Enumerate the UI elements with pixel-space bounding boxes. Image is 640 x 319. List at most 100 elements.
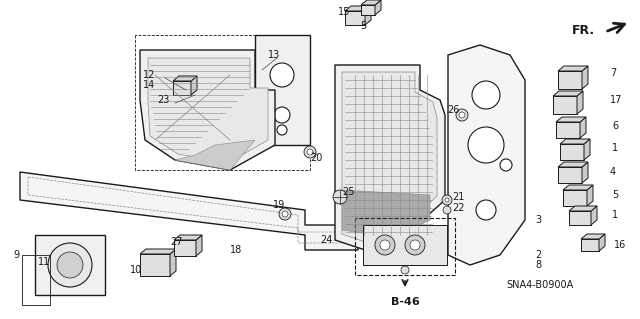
Text: 1: 1 bbox=[612, 210, 618, 220]
Polygon shape bbox=[342, 72, 437, 243]
Circle shape bbox=[500, 159, 512, 171]
Text: 1: 1 bbox=[612, 143, 618, 153]
Circle shape bbox=[375, 235, 395, 255]
Circle shape bbox=[282, 211, 288, 217]
Circle shape bbox=[304, 146, 316, 158]
Polygon shape bbox=[558, 162, 588, 167]
Text: 17: 17 bbox=[610, 95, 622, 105]
Circle shape bbox=[443, 206, 451, 214]
Text: 26: 26 bbox=[447, 105, 460, 115]
Polygon shape bbox=[563, 190, 587, 206]
Polygon shape bbox=[558, 66, 588, 71]
Circle shape bbox=[57, 252, 83, 278]
Polygon shape bbox=[173, 81, 191, 95]
Circle shape bbox=[459, 112, 465, 118]
Polygon shape bbox=[140, 249, 176, 254]
Text: 2: 2 bbox=[535, 250, 541, 260]
Circle shape bbox=[48, 243, 92, 287]
Polygon shape bbox=[375, 0, 381, 15]
Polygon shape bbox=[175, 140, 255, 170]
Text: 12: 12 bbox=[143, 70, 155, 80]
Polygon shape bbox=[170, 249, 176, 276]
Polygon shape bbox=[558, 71, 582, 89]
Polygon shape bbox=[345, 11, 365, 25]
Text: 19: 19 bbox=[273, 200, 285, 210]
Text: B-46: B-46 bbox=[390, 297, 419, 307]
Circle shape bbox=[445, 198, 449, 202]
Polygon shape bbox=[35, 235, 105, 295]
Circle shape bbox=[472, 81, 500, 109]
Text: 14: 14 bbox=[143, 80, 155, 90]
Polygon shape bbox=[342, 190, 430, 238]
Text: 22: 22 bbox=[452, 203, 465, 213]
Polygon shape bbox=[191, 76, 197, 95]
Polygon shape bbox=[581, 239, 599, 251]
Polygon shape bbox=[553, 96, 577, 114]
Circle shape bbox=[401, 266, 409, 274]
Polygon shape bbox=[580, 117, 586, 138]
Polygon shape bbox=[582, 162, 588, 183]
Text: 27: 27 bbox=[170, 237, 182, 247]
Polygon shape bbox=[584, 139, 590, 160]
Text: 11: 11 bbox=[38, 257, 51, 267]
Text: 23: 23 bbox=[157, 95, 170, 105]
Polygon shape bbox=[140, 50, 275, 170]
Polygon shape bbox=[363, 225, 447, 265]
Polygon shape bbox=[335, 65, 445, 250]
Text: 3: 3 bbox=[535, 215, 541, 225]
Polygon shape bbox=[361, 0, 381, 5]
Text: 20: 20 bbox=[310, 153, 323, 163]
Polygon shape bbox=[560, 139, 590, 144]
Polygon shape bbox=[599, 234, 605, 251]
Text: 18: 18 bbox=[230, 245, 243, 255]
Polygon shape bbox=[173, 76, 197, 81]
Text: 5: 5 bbox=[360, 21, 366, 31]
Text: 7: 7 bbox=[610, 68, 616, 78]
Text: 9: 9 bbox=[14, 250, 20, 260]
Polygon shape bbox=[582, 66, 588, 89]
Circle shape bbox=[410, 240, 420, 250]
Circle shape bbox=[280, 209, 290, 219]
Circle shape bbox=[307, 149, 313, 155]
Text: 24: 24 bbox=[320, 235, 332, 245]
Polygon shape bbox=[560, 144, 584, 160]
Text: 5: 5 bbox=[612, 190, 618, 200]
Polygon shape bbox=[563, 185, 593, 190]
Text: 10: 10 bbox=[130, 265, 142, 275]
Circle shape bbox=[476, 200, 496, 220]
Circle shape bbox=[442, 195, 452, 205]
Polygon shape bbox=[365, 6, 371, 25]
Text: 13: 13 bbox=[268, 50, 280, 60]
Polygon shape bbox=[174, 235, 202, 240]
Polygon shape bbox=[196, 235, 202, 256]
Text: FR.: FR. bbox=[572, 24, 595, 36]
Polygon shape bbox=[591, 206, 597, 225]
Circle shape bbox=[277, 125, 287, 135]
Polygon shape bbox=[569, 211, 591, 225]
Text: 21: 21 bbox=[452, 192, 465, 202]
Circle shape bbox=[380, 240, 390, 250]
Text: 6: 6 bbox=[612, 121, 618, 131]
Polygon shape bbox=[577, 91, 583, 114]
Circle shape bbox=[456, 109, 468, 121]
Polygon shape bbox=[148, 58, 268, 163]
Circle shape bbox=[279, 208, 291, 220]
Circle shape bbox=[468, 127, 504, 163]
Text: SNA4-B0900A: SNA4-B0900A bbox=[506, 280, 573, 290]
Polygon shape bbox=[569, 206, 597, 211]
Polygon shape bbox=[553, 91, 583, 96]
Circle shape bbox=[405, 235, 425, 255]
Circle shape bbox=[274, 107, 290, 123]
Polygon shape bbox=[556, 122, 580, 138]
Polygon shape bbox=[587, 185, 593, 206]
Polygon shape bbox=[345, 6, 371, 11]
Polygon shape bbox=[556, 117, 586, 122]
Text: 16: 16 bbox=[614, 240, 627, 250]
Polygon shape bbox=[20, 172, 358, 250]
Text: 25: 25 bbox=[342, 187, 355, 197]
Circle shape bbox=[333, 190, 347, 204]
Polygon shape bbox=[448, 45, 525, 265]
Text: 8: 8 bbox=[535, 260, 541, 270]
Polygon shape bbox=[558, 167, 582, 183]
Circle shape bbox=[270, 63, 294, 87]
